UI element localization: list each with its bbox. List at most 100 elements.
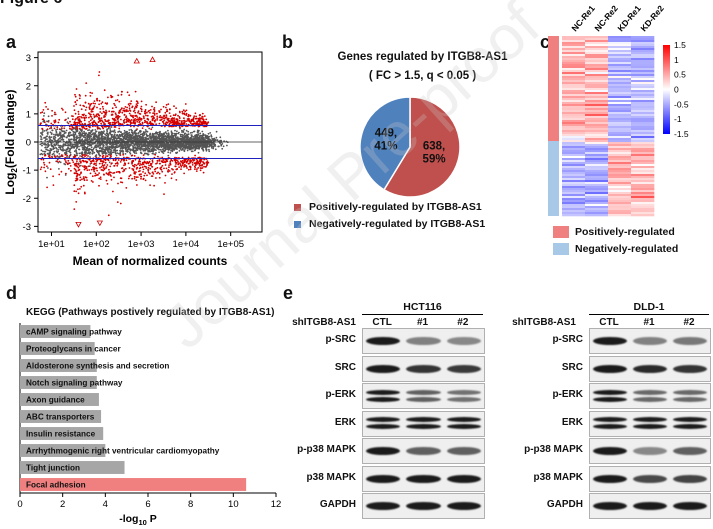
heatmap-cell [585, 204, 609, 207]
ma-point [173, 142, 176, 145]
kegg-xtick-label: 4 [103, 499, 108, 510]
heatmap-cell [585, 70, 609, 73]
kegg-bar [20, 427, 104, 440]
ma-point [100, 169, 103, 171]
heatmap-cell [562, 156, 586, 159]
ma-point [128, 94, 131, 97]
ma-point [76, 123, 79, 126]
ma-point [180, 168, 182, 171]
ma-point [177, 142, 180, 145]
heatmap-cell [608, 44, 632, 47]
ma-point [99, 108, 102, 110]
ma-point [53, 147, 56, 150]
ma-point [155, 123, 158, 126]
ma-point [180, 165, 183, 168]
ma-point [192, 136, 195, 138]
ma-point [127, 148, 130, 150]
ma-point [66, 136, 68, 139]
protein-band [673, 417, 707, 423]
ma-point [48, 161, 51, 164]
ma-point [196, 120, 198, 123]
panel-e-label: e [283, 283, 294, 303]
ma-point [104, 102, 107, 105]
ma-point [150, 142, 153, 145]
heatmap-cell [631, 204, 655, 207]
heatmap-cell [631, 154, 655, 157]
ma-point [58, 144, 60, 147]
ma-point [80, 185, 83, 188]
ma-point [163, 114, 166, 117]
ma-point [156, 139, 158, 141]
ma-point [85, 116, 88, 119]
heatmap-cell [562, 166, 586, 169]
ma-point [47, 142, 49, 145]
ma-point [127, 162, 130, 165]
heatmap-cell [562, 106, 586, 109]
ma-point [96, 142, 99, 145]
ma-point [116, 161, 119, 164]
ma-point [169, 152, 172, 154]
heatmap-cell [585, 78, 609, 81]
ma-point [111, 136, 114, 138]
ma-point [143, 149, 146, 152]
heatmap-cell [585, 86, 609, 89]
ma-point [161, 140, 164, 142]
ma-point [193, 165, 196, 168]
ma-point [58, 132, 61, 135]
ma-point [202, 171, 205, 174]
ma-point [113, 171, 116, 174]
heatmap-cell [562, 146, 586, 149]
ma-point [42, 109, 45, 111]
ma-point [78, 134, 81, 137]
ma-point [153, 138, 156, 140]
heatmap-cell [631, 84, 655, 87]
ma-point [199, 140, 202, 142]
ma-point [140, 152, 142, 154]
heatmap-cell [562, 180, 586, 183]
ma-point [179, 147, 182, 150]
ma-point [127, 103, 130, 106]
ma-point [196, 168, 198, 171]
heatmap-cell [585, 36, 609, 39]
ma-point [72, 161, 75, 163]
ma-point [185, 161, 188, 164]
ma-point [96, 136, 99, 138]
ma-point [98, 172, 100, 175]
heatmap-cell [631, 38, 655, 41]
ma-point [79, 128, 81, 130]
ma-point [183, 160, 186, 163]
kegg-bar-label: Insulin resistance [26, 430, 96, 439]
ma-point [68, 131, 70, 134]
ma-point [132, 151, 135, 153]
ma-point [92, 132, 95, 135]
ma-point [206, 162, 209, 164]
ma-point [167, 169, 170, 171]
ma-point [143, 133, 146, 136]
ma-point [88, 131, 90, 134]
ma-point [77, 163, 80, 166]
heatmap-cell [562, 118, 586, 121]
ma-point [84, 167, 87, 170]
heatmap-cell [631, 40, 655, 43]
ma-point [196, 163, 199, 165]
ma-point [64, 174, 67, 176]
heatmap-cell [608, 132, 632, 135]
ma-point [139, 166, 142, 169]
ma-point [138, 174, 141, 176]
ma-point [209, 132, 212, 134]
heatmap-cell [631, 44, 655, 47]
ma-point [43, 161, 45, 164]
ma-point [77, 166, 80, 169]
ma-point [70, 169, 72, 172]
ma-point [138, 160, 140, 163]
ma-point [210, 147, 213, 149]
ma-point [66, 162, 69, 165]
ma-point [183, 166, 185, 168]
ma-point [91, 110, 94, 113]
ma-point [88, 121, 90, 123]
ma-point [118, 139, 121, 142]
ma-point [153, 107, 156, 109]
ma-point [73, 172, 76, 175]
ma-point [149, 132, 152, 135]
ma-point [123, 121, 125, 123]
